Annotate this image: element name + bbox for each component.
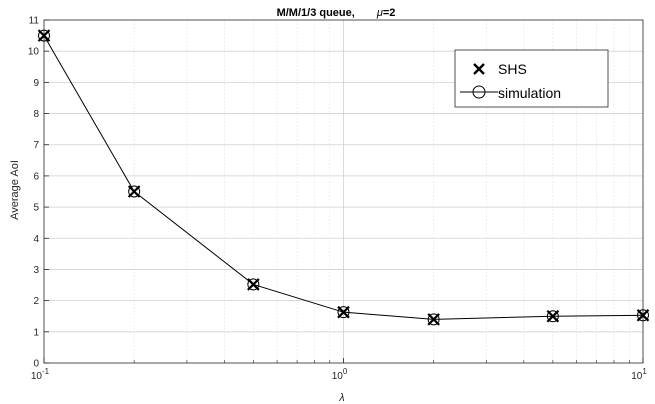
- data-point-simulation: [546, 310, 559, 323]
- y-tick-label: 1: [33, 327, 39, 338]
- series-line-simulation: [43, 35, 644, 320]
- y-tick-label: 11: [29, 16, 40, 27]
- y-tick-label: 8: [33, 109, 39, 120]
- x-tick-label: 101: [631, 367, 647, 382]
- x-axis-label: λ: [338, 392, 344, 404]
- chart-title-mu: μ: [376, 7, 383, 19]
- data-point-simulation: [337, 306, 350, 319]
- legend: SHS simulation: [454, 49, 609, 108]
- data-point-simulation: [637, 309, 649, 322]
- data-point-simulation: [427, 313, 440, 326]
- chart-title: M/M/1/3 queue, μ=2: [277, 7, 396, 19]
- y-axis-label: Average AoI: [9, 160, 21, 220]
- y-tick-label: 6: [33, 171, 39, 182]
- chart-title-main: M/M/1/3 queue,: [277, 7, 355, 19]
- data-point-simulation: [128, 185, 141, 198]
- legend-marker-shs: [473, 63, 485, 75]
- legend-label-shs: SHS: [498, 61, 527, 77]
- legend-label-simulation: simulation: [498, 85, 561, 101]
- x-tick-label: 100: [332, 367, 348, 382]
- y-tick-label: 5: [33, 203, 39, 214]
- y-tick-label: 10: [28, 47, 40, 58]
- y-tick-label: 9: [33, 78, 39, 89]
- data-point-simulation: [247, 278, 260, 291]
- y-tick-label: 4: [33, 234, 39, 245]
- y-tick-label: 7: [33, 140, 39, 151]
- y-tick-label: 3: [33, 265, 39, 276]
- legend-marker-simulation: [460, 85, 498, 99]
- chart-title-mu-value: =2: [383, 7, 396, 19]
- data-point-simulation: [38, 29, 50, 42]
- series-layer: [37, 29, 650, 326]
- x-tick-label: 10-1: [31, 367, 50, 382]
- y-tick-label: 2: [33, 296, 39, 307]
- y-tick-label: 0: [33, 359, 39, 370]
